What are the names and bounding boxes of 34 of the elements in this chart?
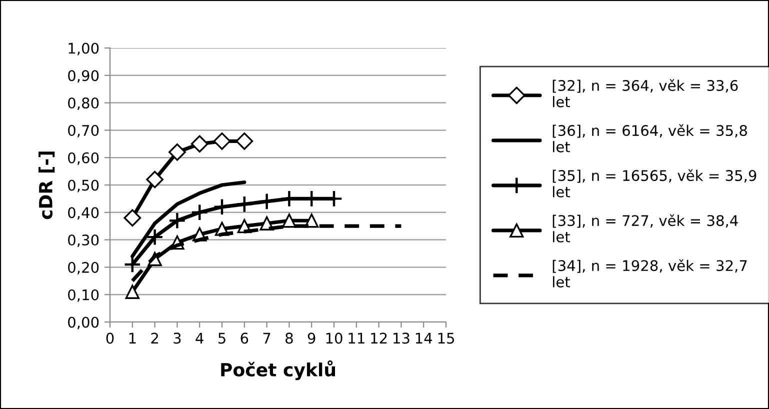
x-tick-label: 14 <box>416 332 432 344</box>
x-tick-label: 12 <box>371 332 387 344</box>
y-tick-label: 0,50 <box>68 180 99 192</box>
x-tick-label: 5 <box>218 332 226 344</box>
y-tick-label: 0,90 <box>68 70 99 83</box>
x-tick-label: 8 <box>286 332 293 344</box>
x-tick-label: 1 <box>129 332 136 344</box>
legend-label: [36], n = 6164, věk = 35,8 let <box>552 124 747 152</box>
y-tick-label: 0,30 <box>68 234 99 248</box>
x-tick-label: 7 <box>263 332 270 344</box>
x-tick-label: 10 <box>326 332 342 344</box>
y-tick-label: 0,40 <box>68 207 99 220</box>
y-tick-label: 0,60 <box>68 152 99 165</box>
y-tick-label: 0,20 <box>68 262 99 274</box>
y-tick-label: 0,70 <box>68 124 99 138</box>
x-tick-label: 0 <box>106 332 114 344</box>
y-tick-label: 0,00 <box>68 316 99 330</box>
y-tick-label: 1,00 <box>68 42 99 56</box>
legend-label: [34], n = 1928, věk = 32,7 let <box>552 259 747 288</box>
y-tick-label: 0,80 <box>68 98 99 110</box>
y-axis-title: cDR [-] <box>38 152 55 220</box>
y-tick-label: 0,10 <box>68 289 99 302</box>
x-tick-label: 4 <box>196 332 204 344</box>
legend-label: [33], n = 727, věk = 38,4 let <box>552 214 738 242</box>
x-tick-label: 2 <box>151 332 158 344</box>
x-tick-label: 15 <box>438 332 454 344</box>
x-tick-label: 3 <box>174 332 181 344</box>
x-tick-label: 13 <box>394 332 410 344</box>
x-axis-title: Počet cyklů <box>221 360 335 380</box>
legend-label: [32], n = 364, věk = 33,6 let <box>552 79 738 108</box>
x-tick-label: 9 <box>308 332 316 344</box>
x-tick-label: 11 <box>348 332 364 344</box>
x-tick-label: 6 <box>240 332 248 344</box>
legend-label: [35], n = 16565, věk = 35,9 let <box>552 169 756 198</box>
